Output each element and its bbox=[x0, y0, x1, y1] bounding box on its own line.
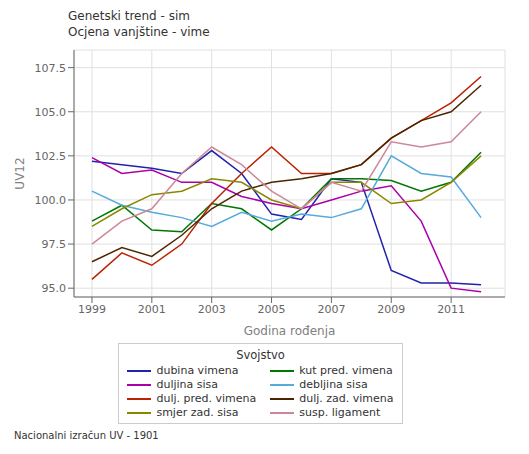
svg-text:UV12: UV12 bbox=[13, 157, 27, 189]
svg-text:2009: 2009 bbox=[377, 303, 405, 316]
html-text:Ocjena vanjštine - vime: Ocjena vanjštine - vime bbox=[68, 25, 210, 39]
html-text:Svojstvo: Svojstvo bbox=[236, 348, 285, 362]
html-text:Genetski trend - sim: Genetski trend - sim bbox=[68, 9, 190, 23]
svg-text:100.0: 100.0 bbox=[35, 194, 67, 207]
svg-text:2001: 2001 bbox=[138, 303, 166, 316]
svg-text:2011: 2011 bbox=[437, 303, 465, 316]
svg-text:95.0: 95.0 bbox=[42, 282, 67, 295]
svg-text:2007: 2007 bbox=[317, 303, 345, 316]
html-text:debljina sisa: debljina sisa bbox=[299, 378, 368, 391]
html-text:dulj. pred. vimena: dulj. pred. vimena bbox=[156, 392, 257, 405]
svg-text:Godina rođenja: Godina rođenja bbox=[244, 324, 336, 338]
html-text:susp. ligament: susp. ligament bbox=[299, 406, 381, 419]
html-text:kut pred. vimena: kut pred. vimena bbox=[299, 364, 393, 377]
html-text:smjer zad. sisa: smjer zad. sisa bbox=[156, 406, 239, 419]
html-text:duljina sisa: duljina sisa bbox=[156, 378, 218, 391]
svg-text:1999: 1999 bbox=[78, 303, 106, 316]
html-text:dubina vimena: dubina vimena bbox=[156, 364, 239, 377]
svg-text:107.5: 107.5 bbox=[35, 62, 67, 75]
html-text:dulj. zad. vimena: dulj. zad. vimena bbox=[299, 392, 394, 405]
svg-text:102.5: 102.5 bbox=[35, 150, 67, 163]
svg-text:2005: 2005 bbox=[258, 303, 286, 316]
svg-text:2003: 2003 bbox=[198, 303, 226, 316]
svg-text:97.5: 97.5 bbox=[42, 238, 67, 251]
svg-text:105.0: 105.0 bbox=[35, 106, 67, 119]
html-text:Nacionalni izračun UV - 1901: Nacionalni izračun UV - 1901 bbox=[14, 430, 159, 441]
